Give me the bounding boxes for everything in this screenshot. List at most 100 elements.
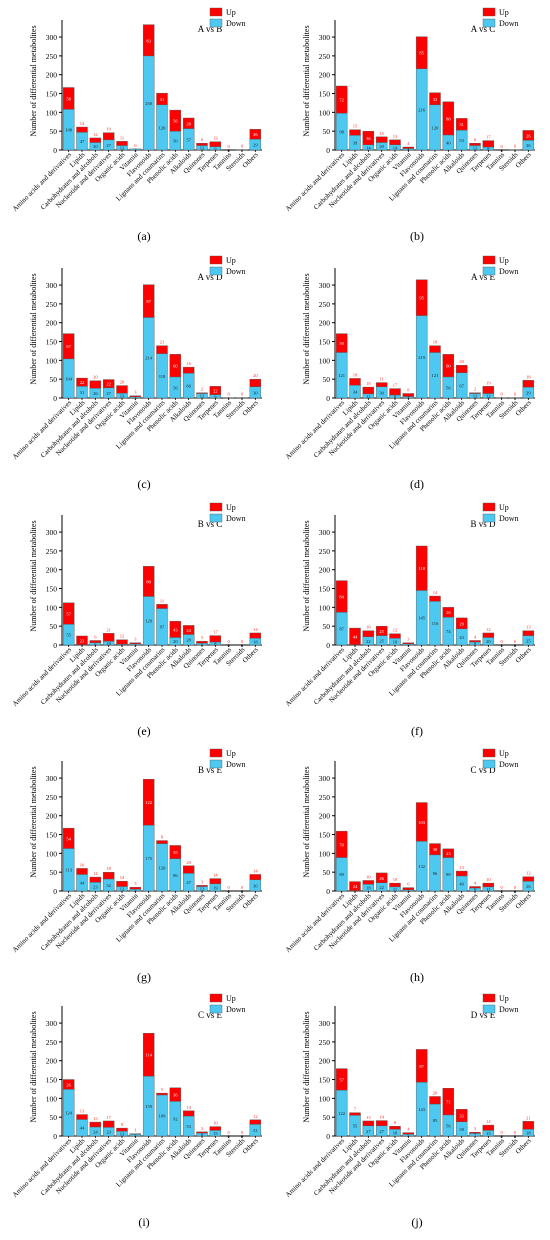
data-label-down: 43 xyxy=(459,635,464,640)
y-tick-label: 0 xyxy=(326,394,330,403)
data-label-down: 27 xyxy=(106,391,111,396)
bar-up xyxy=(375,1120,388,1127)
panel-label: (e) xyxy=(137,724,150,738)
y-tick-label: 100 xyxy=(319,603,331,612)
data-label-down: 5 xyxy=(134,888,137,893)
y-tick-label: 200 xyxy=(319,319,331,328)
y-tick-label: 250 xyxy=(46,1038,58,1047)
data-label-down: 18 xyxy=(393,1131,398,1136)
bar-up xyxy=(402,393,415,397)
data-label-up: 10 xyxy=(393,877,398,882)
data-label-up: 3 xyxy=(134,637,137,642)
data-label-up: 33 xyxy=(459,1113,464,1118)
y-tick-label: 100 xyxy=(319,356,331,365)
data-label-up: 57 xyxy=(66,612,71,617)
y-tick-label: 50 xyxy=(50,127,58,136)
x-tick-label: Others xyxy=(514,646,533,665)
bar-up xyxy=(142,1033,155,1077)
data-label-down: 32 xyxy=(106,883,111,888)
bar-up xyxy=(169,621,182,638)
data-label-down: 85 xyxy=(433,1118,438,1123)
data-label-up: 0 xyxy=(228,885,231,890)
y-tick-label: 100 xyxy=(46,1094,58,1103)
data-label-down: 120 xyxy=(432,125,440,130)
bar-up xyxy=(129,395,142,398)
data-label-down: 27 xyxy=(379,1129,384,1134)
data-label-down: 8 xyxy=(487,146,490,151)
data-label-up: 26 xyxy=(446,610,451,615)
y-tick-label: 200 xyxy=(319,812,331,821)
data-label-down: 12 xyxy=(486,394,491,399)
bar-up xyxy=(156,604,168,609)
bar-up xyxy=(415,36,428,69)
data-label-down: 22 xyxy=(379,885,384,890)
data-label-up: 70 xyxy=(339,842,344,847)
data-label-down: 5 xyxy=(407,1133,410,1138)
bar-up xyxy=(349,1112,361,1116)
legend-label-up: Up xyxy=(499,256,509,265)
bar-up xyxy=(169,845,182,859)
data-label-down: 56 xyxy=(446,385,451,390)
data-label-down: 53 xyxy=(459,138,464,143)
bar-up xyxy=(349,881,361,891)
data-label-down: 25 xyxy=(379,638,384,643)
data-label-down: 132 xyxy=(418,864,425,869)
data-label-down: 120 xyxy=(159,125,167,130)
bar-up xyxy=(156,1092,168,1096)
panel-title: B vs E xyxy=(198,765,223,775)
data-label-up: 54 xyxy=(66,836,71,841)
data-label-up: 19 xyxy=(106,127,111,132)
bar-up xyxy=(482,882,495,888)
bar-up xyxy=(182,117,195,129)
data-label-up: 14 xyxy=(186,1105,191,1110)
bar-up xyxy=(102,1120,115,1128)
data-label-up: 0 xyxy=(228,1130,231,1135)
data-label-down: 26 xyxy=(93,391,98,396)
data-label-up: 20 xyxy=(93,375,98,380)
panel-title: B vs C xyxy=(198,519,223,529)
data-label-up: 20 xyxy=(253,373,258,378)
bar-up xyxy=(76,126,88,133)
legend-swatch-up xyxy=(482,993,496,1003)
bar-up xyxy=(89,137,102,143)
data-label-up: 8 xyxy=(161,835,164,840)
data-label-up: 12 xyxy=(253,1114,258,1119)
bar-up xyxy=(249,378,262,387)
data-label-down: 18 xyxy=(366,886,371,891)
bar-up xyxy=(442,1087,455,1116)
bar-up xyxy=(196,641,208,644)
bar-up xyxy=(349,129,361,136)
bar-up xyxy=(522,630,535,636)
bar-up xyxy=(455,1109,468,1122)
legend-label-down: Down xyxy=(499,514,519,523)
bar-up xyxy=(375,625,388,636)
data-label-up: 0 xyxy=(514,1130,517,1135)
data-label-up: 72 xyxy=(339,98,344,103)
data-label-up: 14 xyxy=(120,875,125,880)
data-label-down: 159 xyxy=(145,1104,153,1109)
data-label-up: 17 xyxy=(486,135,491,140)
data-label-up: 7 xyxy=(354,1107,357,1112)
y-axis-title: Number of differential metabolites xyxy=(302,273,311,384)
data-label-down: 4 xyxy=(407,395,410,400)
bar-up xyxy=(196,392,208,394)
legend-label-down: Down xyxy=(499,19,519,28)
y-tick-label: 50 xyxy=(323,622,331,631)
data-label-up: 14 xyxy=(379,1115,384,1120)
bar-up xyxy=(455,870,468,877)
y-tick-label: 100 xyxy=(46,603,58,612)
bar-up xyxy=(522,380,535,388)
y-tick-label: 0 xyxy=(53,641,57,650)
y-tick-label: 250 xyxy=(46,547,58,556)
x-tick-label: Others xyxy=(241,399,260,418)
data-label-down: 39 xyxy=(353,141,358,146)
bar-up xyxy=(62,827,75,849)
legend-label-up: Up xyxy=(226,994,236,1003)
panel-title: D vs E xyxy=(471,1010,496,1020)
data-label-down: 30 xyxy=(253,390,258,395)
bar-up xyxy=(249,874,262,880)
y-tick-label: 50 xyxy=(50,868,58,877)
legend-label-down: Down xyxy=(499,760,519,769)
